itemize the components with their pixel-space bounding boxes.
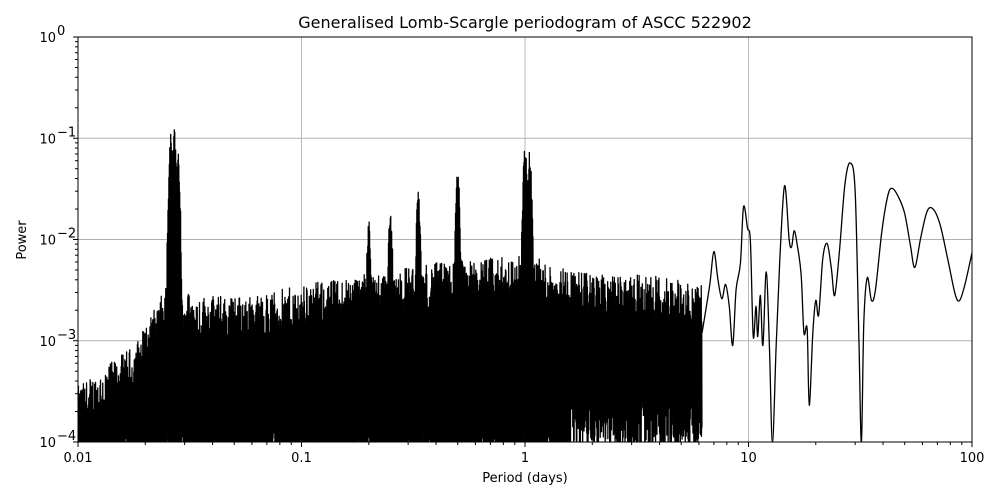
y-tick-exponent: −3 bbox=[57, 328, 76, 343]
y-tick-label: 10 bbox=[39, 436, 56, 451]
x-axis-label: Period (days) bbox=[482, 471, 568, 486]
y-tick-exponent: −2 bbox=[57, 227, 76, 242]
x-tick-label: 100 bbox=[960, 451, 985, 466]
y-axis-label: Power bbox=[15, 220, 30, 260]
x-axis-ticks: 0.01 0.1 1 10 100 bbox=[64, 442, 985, 466]
y-tick-label: 10 bbox=[39, 132, 56, 147]
y-tick-exponent: −4 bbox=[57, 429, 76, 444]
periodogram-line-long-period bbox=[701, 162, 972, 442]
x-tick-label: 1 bbox=[521, 451, 529, 466]
x-tick-label: 0.01 bbox=[64, 451, 93, 466]
y-tick-label: 10 bbox=[39, 234, 56, 249]
x-tick-label: 10 bbox=[740, 451, 757, 466]
chart-title: Generalised Lomb-Scargle periodogram of … bbox=[298, 13, 752, 32]
periodogram-line-dense bbox=[78, 129, 703, 442]
plot-area bbox=[78, 129, 972, 442]
y-tick-label: 10 bbox=[39, 335, 56, 350]
y-tick-exponent: −1 bbox=[57, 125, 76, 140]
y-tick-exponent: 0 bbox=[57, 24, 65, 39]
y-tick-label: 10 bbox=[39, 31, 56, 46]
x-tick-label: 0.1 bbox=[291, 451, 312, 466]
